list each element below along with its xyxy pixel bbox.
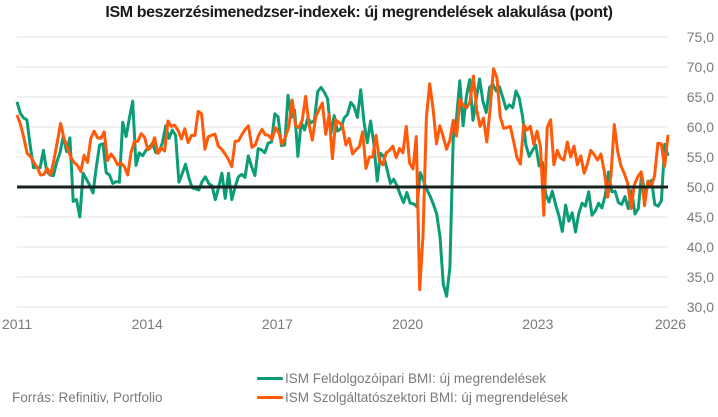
legend-item-manufacturing: ISM Feldolgozóipari BMI: új megrendelése… <box>257 369 568 388</box>
chart-title: ISM beszerzésimenedzser-indexek: új megr… <box>105 4 613 21</box>
legend: ISM Feldolgozóipari BMI: új megrendelése… <box>257 369 568 407</box>
y-tick-label: 60,0 <box>687 119 714 135</box>
x-tick-label: 2011 <box>2 316 32 332</box>
y-tick-label: 35,0 <box>687 269 714 285</box>
legend-label-manufacturing: ISM Feldolgozóipari BMI: új megrendelése… <box>285 371 547 386</box>
series-lines <box>15 67 670 298</box>
legend-label-services: ISM Szolgáltatószektori BMI: új megrende… <box>285 390 568 405</box>
series-line-manufacturing <box>15 77 670 298</box>
x-tick-label: 2020 <box>392 316 423 332</box>
y-tick-label: 55,0 <box>687 149 714 165</box>
y-tick-label: 70,0 <box>687 59 714 75</box>
y-tick-label: 65,0 <box>687 89 714 105</box>
x-tick-label: 2023 <box>522 316 553 332</box>
y-tick-label: 30,0 <box>687 299 714 315</box>
y-tick-label: 45,0 <box>687 209 714 225</box>
gridlines <box>17 36 668 308</box>
x-tick-label: 2014 <box>132 316 163 332</box>
source-note: Forrás: Refinitiv, Portfolio <box>12 390 163 405</box>
y-tick-label: 75,0 <box>687 29 714 45</box>
x-tick-label: 2026 <box>655 316 686 332</box>
legend-swatch-services <box>257 396 283 399</box>
legend-swatch-manufacturing <box>257 377 283 380</box>
series-line-services <box>15 67 670 292</box>
x-axis-ticks: 2011 2014 2017 2020 2023 2026 <box>2 316 686 332</box>
y-tick-label: 50,0 <box>687 179 714 195</box>
y-axis-ticks: 30,0 35,0 40,0 45,0 50,0 55,0 60,0 65,0 70,0 75,0 <box>687 29 714 315</box>
x-tick-label: 2017 <box>262 316 293 332</box>
y-tick-label: 40,0 <box>687 239 714 255</box>
legend-item-services: ISM Szolgáltatószektori BMI: új megrende… <box>257 388 568 407</box>
